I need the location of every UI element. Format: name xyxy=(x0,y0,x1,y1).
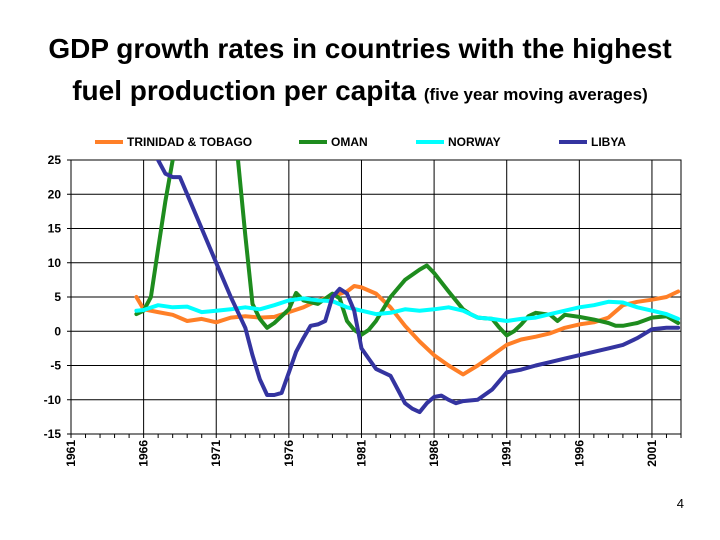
title-line-2: fuel production per capita (five year mo… xyxy=(0,70,720,116)
x-tick-label: 1981 xyxy=(354,440,368,467)
legend-label: NORWAY xyxy=(448,135,501,149)
series-line-trinidad-tobago xyxy=(134,284,681,377)
tick-labels: -15 -10 -5 0 5 10 15 20 25 1961 1966 1971 1976 1981 19… xyxy=(44,153,659,467)
series-line-libya xyxy=(156,160,681,415)
x-tick-label: 2001 xyxy=(645,440,659,467)
y-tick-label: -5 xyxy=(50,359,61,373)
title-subtitle: (five year moving averages) xyxy=(423,85,648,104)
y-tick-label: 20 xyxy=(48,187,62,201)
page-number: 4 xyxy=(676,496,684,511)
x-tick-label: 1996 xyxy=(572,440,586,467)
grid-lines xyxy=(70,159,681,435)
x-tick-label: 1961 xyxy=(64,440,78,467)
legend: TRINIDAD & TOBAGO OMAN NORWAY LIBYA xyxy=(95,135,626,149)
y-tick-label: 15 xyxy=(48,222,62,236)
slide-title: GDP growth rates in countries with the h… xyxy=(0,28,720,116)
legend-label: LIBYA xyxy=(591,135,626,149)
y-tick-label: -15 xyxy=(44,427,62,441)
axes xyxy=(67,159,682,438)
title-line-2-main: fuel production per capita xyxy=(72,75,417,106)
series-line-oman xyxy=(134,160,681,338)
y-tick-label: 0 xyxy=(54,324,61,338)
x-tick-label: 1966 xyxy=(137,440,151,467)
x-tick-label: 1971 xyxy=(209,440,223,467)
y-tick-label: 25 xyxy=(48,153,62,167)
x-tick-label: 1976 xyxy=(282,440,296,467)
y-tick-label: 10 xyxy=(48,256,62,270)
series-lines xyxy=(134,160,681,415)
y-tick-label: 5 xyxy=(54,290,61,304)
legend-label: OMAN xyxy=(331,135,368,149)
title-line-1: GDP growth rates in countries with the h… xyxy=(48,33,672,64)
x-tick-label: 1986 xyxy=(427,440,441,467)
y-tick-label: -10 xyxy=(44,393,62,407)
plot-frame xyxy=(70,159,682,435)
x-tick-label: 1991 xyxy=(500,440,514,467)
series-line-norway xyxy=(134,296,681,323)
legend-label: TRINIDAD & TOBAGO xyxy=(127,135,252,149)
